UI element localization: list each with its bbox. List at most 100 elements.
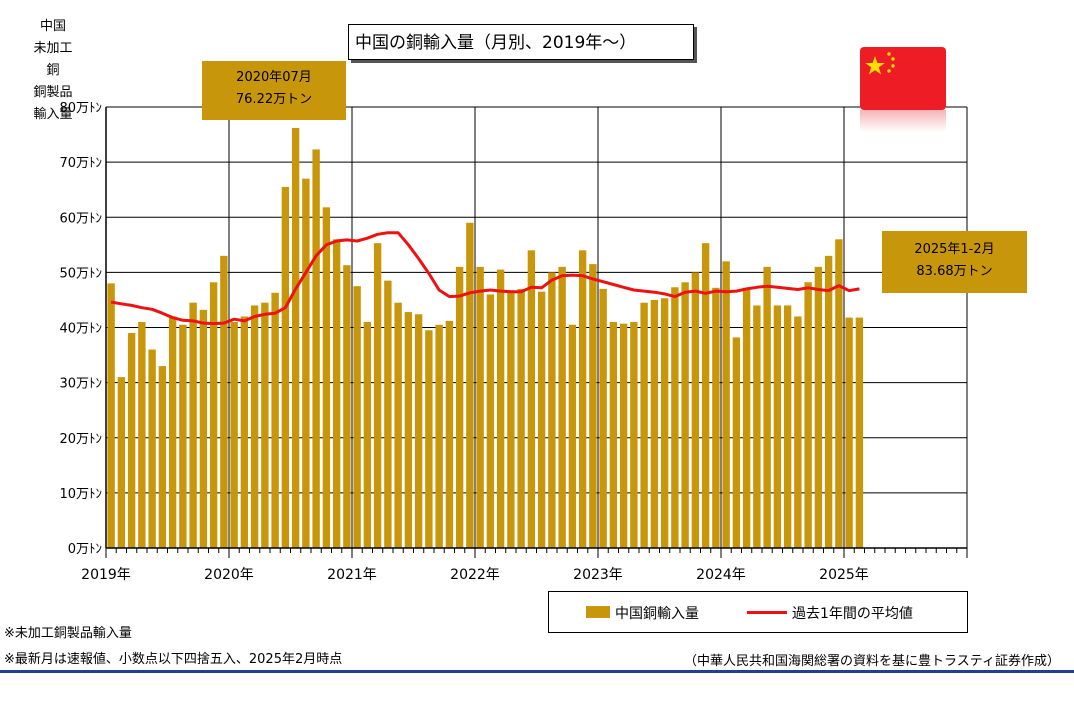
bar [742,287,751,548]
y-axis-title-line-2: 未加工銅 [33,41,73,78]
bar [691,272,700,548]
bar [353,286,361,548]
bar [589,264,597,548]
bar [650,299,659,548]
bar [732,337,741,548]
bar [158,366,167,548]
legend-line-swatch [747,611,787,614]
y-tick-label: 80万ﾄﾝ [59,101,102,116]
bar [496,269,505,548]
bar [804,282,812,548]
flag-reflection [860,110,946,132]
peak-callout-date: 2020年07月 [236,70,312,85]
bar [261,302,269,548]
bar [404,312,413,548]
note-2: ※最新月は速報値、小数点以下四捨五入、2025年2月時点 [4,652,343,667]
bar [117,377,126,548]
bar [343,265,351,548]
y-tick-label: 50万ﾄﾝ [59,266,102,281]
bar [199,309,208,548]
bar [835,239,843,549]
bar [322,207,331,548]
bar [845,317,853,548]
bar [599,288,607,548]
bar [138,321,146,548]
bar [640,302,648,548]
bar [609,321,618,548]
peak-callout-value: 76.22万トン [235,92,313,107]
bar [763,266,771,548]
bar [814,266,823,548]
legend: 中国銅輸入量 過去1年間の平均値 [548,591,968,633]
bar [168,316,177,548]
bar [855,317,864,548]
bar [312,149,320,549]
bar [281,186,290,548]
y-tick-label: 20万ﾄﾝ [59,432,102,447]
bar [568,324,577,548]
y-axis-title-line-3: 銅製品輸入量 [33,85,73,122]
bar [630,321,638,548]
note-1: ※未加工銅製品輸入量 [4,626,132,641]
bar [548,272,556,548]
y-tick-label: 70万ﾄﾝ [59,156,102,171]
bar [107,283,115,548]
bar [794,316,802,548]
bar [250,305,259,548]
bar [332,239,341,549]
bar [179,324,187,548]
bar [394,302,402,548]
source-note: （中華人民共和国海関総署の資料を基に豊トラスティ証券作成） [684,654,1060,669]
legend-bar-swatch [586,606,610,618]
bar [783,305,792,548]
bar [384,280,392,548]
bar [230,321,238,548]
bar [127,333,136,548]
bar [414,314,423,548]
bar [435,324,443,548]
bar [558,266,566,548]
average-line [110,231,860,326]
x-tick-label: 2022年 [450,567,500,583]
x-tick-label: 2019年 [81,567,131,583]
bar [517,288,525,548]
bar [753,305,761,548]
y-tick-label: 30万ﾄﾝ [59,377,102,392]
bar [722,261,730,548]
bar [220,255,228,548]
bar [824,255,833,548]
bar [486,294,495,548]
bar [671,287,679,548]
bar [701,243,710,548]
bar [773,305,782,548]
x-tick-label: 2023年 [573,567,623,583]
y-tick-label: 40万ﾄﾝ [59,322,102,337]
latest-callout: 2025年1-2月 83.68万トン [882,231,1027,293]
y-tick-label: 60万ﾄﾝ [59,211,102,226]
bar [240,316,249,548]
bar [619,323,628,548]
bar [291,127,300,548]
bar [681,282,689,548]
bar [537,291,546,548]
bar [363,321,372,548]
bar [527,250,536,548]
chart-title: 中国の銅輸入量（月別、2019年～） [348,24,694,60]
bar [209,282,218,548]
y-tick-label: 0万ﾄﾝ [68,542,102,557]
peak-callout: 2020年07月 76.22万トン [202,61,346,120]
x-tick-label: 2021年 [327,567,377,583]
bar [507,291,515,548]
bar [466,222,474,548]
bar [712,287,720,548]
flag-stars [865,52,895,75]
bar [476,266,484,548]
y-tick-label: 10万ﾄﾝ [59,487,102,502]
legend-line-label: 過去1年間の平均値 [792,606,913,622]
bar [455,266,464,548]
bottom-rule [0,670,1074,673]
latest-callout-value: 83.68万トン [916,264,993,279]
x-tick-label: 2024年 [696,567,746,583]
x-tick-label: 2020年 [204,567,254,583]
